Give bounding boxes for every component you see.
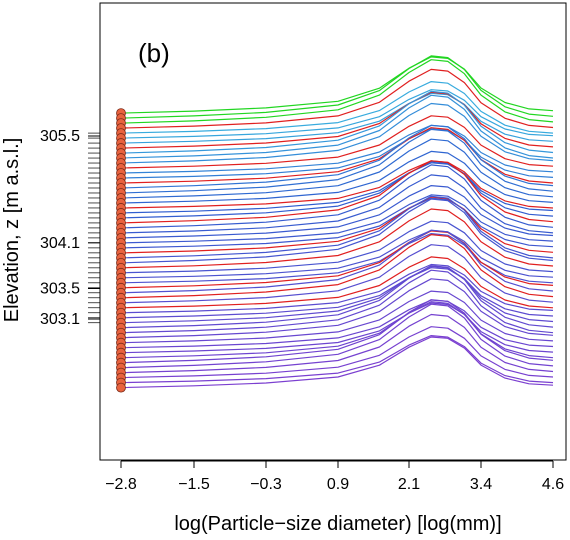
sample-marker (116, 382, 126, 393)
grain-size-curve (120, 244, 554, 304)
grain-size-curve (120, 55, 554, 119)
y-tick-label: 303.5 (40, 281, 80, 298)
grain-size-curve (120, 229, 554, 294)
grain-size-curve (120, 194, 554, 244)
grain-size-curve (120, 150, 554, 204)
grain-size-curve (120, 326, 554, 379)
grain-size-curve (120, 196, 554, 254)
grain-size-curve (120, 164, 554, 229)
grain-size-curve (120, 89, 554, 139)
grain-size-curve (120, 234, 554, 299)
grain-size-curve (120, 303, 554, 369)
grain-size-curve (120, 313, 554, 374)
grain-size-curve (120, 138, 554, 199)
grain-size-curve (120, 160, 554, 224)
grain-size-curve (120, 198, 554, 264)
grain-size-curve (120, 91, 554, 149)
grain-size-curve (120, 185, 554, 239)
grain-size-curve (120, 81, 554, 134)
grain-size-curve (120, 267, 554, 319)
x-tick-label: −1.5 (178, 476, 210, 493)
grain-size-curve (120, 162, 554, 214)
grain-size-curve (120, 233, 554, 284)
grain-size-curve (120, 195, 554, 259)
grain-size-curve (120, 263, 554, 314)
grain-size-curve (120, 230, 554, 289)
grain-size-curve (120, 197, 554, 249)
grain-size-curve (120, 301, 554, 359)
y-tick-label: 304.1 (40, 235, 80, 252)
grain-size-curve (120, 92, 554, 144)
grain-size-curve (120, 128, 554, 194)
grain-size-curve (120, 59, 554, 124)
grain-size-curve (120, 102, 554, 164)
x-tick-label: 2.1 (398, 476, 420, 493)
grain-size-curve (120, 124, 554, 189)
grain-size-curve (120, 278, 554, 339)
y-axis-label: Elevation, z [m a.s.l.] (1, 138, 23, 323)
grain-size-curve (120, 265, 554, 329)
x-tick-label: −2.8 (105, 476, 137, 493)
grain-size-curve (120, 56, 554, 114)
grain-size-curve (120, 269, 554, 334)
x-tick-label: −0.3 (250, 476, 282, 493)
grain-size-curve (120, 290, 554, 344)
grain-size-curve (120, 161, 554, 219)
y-tick-label: 305.5 (40, 128, 80, 145)
grain-size-curve (120, 127, 554, 184)
grain-size-curve (120, 335, 554, 384)
grain-size-curve (120, 90, 554, 154)
plot-frame (99, 2, 567, 461)
grain-size-curve (120, 115, 554, 169)
grain-size-curve (120, 299, 554, 364)
sample-marker-group (116, 108, 126, 393)
x-axis: −2.8 −1.5 −0.3 0.9 2.1 3.4 4.6 (105, 460, 564, 493)
curve-group (120, 55, 554, 389)
x-tick-label: 4.6 (542, 476, 564, 493)
grain-size-curve (120, 302, 554, 354)
grain-size-curve (120, 208, 554, 269)
y-axis: 305.5 304.1 303.5 303.1 (40, 128, 100, 328)
grain-size-curve (120, 68, 554, 129)
x-tick-label: 3.4 (470, 476, 492, 493)
x-axis-label: log(Particle−size diameter) [log(mm)] (174, 513, 501, 535)
y-tick-label: 303.1 (40, 311, 80, 328)
panel-label: (b) (138, 38, 170, 68)
grain-size-curve (120, 220, 554, 274)
grain-size-curve (120, 174, 554, 234)
grain-size-curve (120, 336, 554, 389)
x-tick-label: 0.9 (327, 476, 349, 493)
grain-size-curve (120, 94, 554, 159)
grain-size-curve (120, 256, 554, 309)
